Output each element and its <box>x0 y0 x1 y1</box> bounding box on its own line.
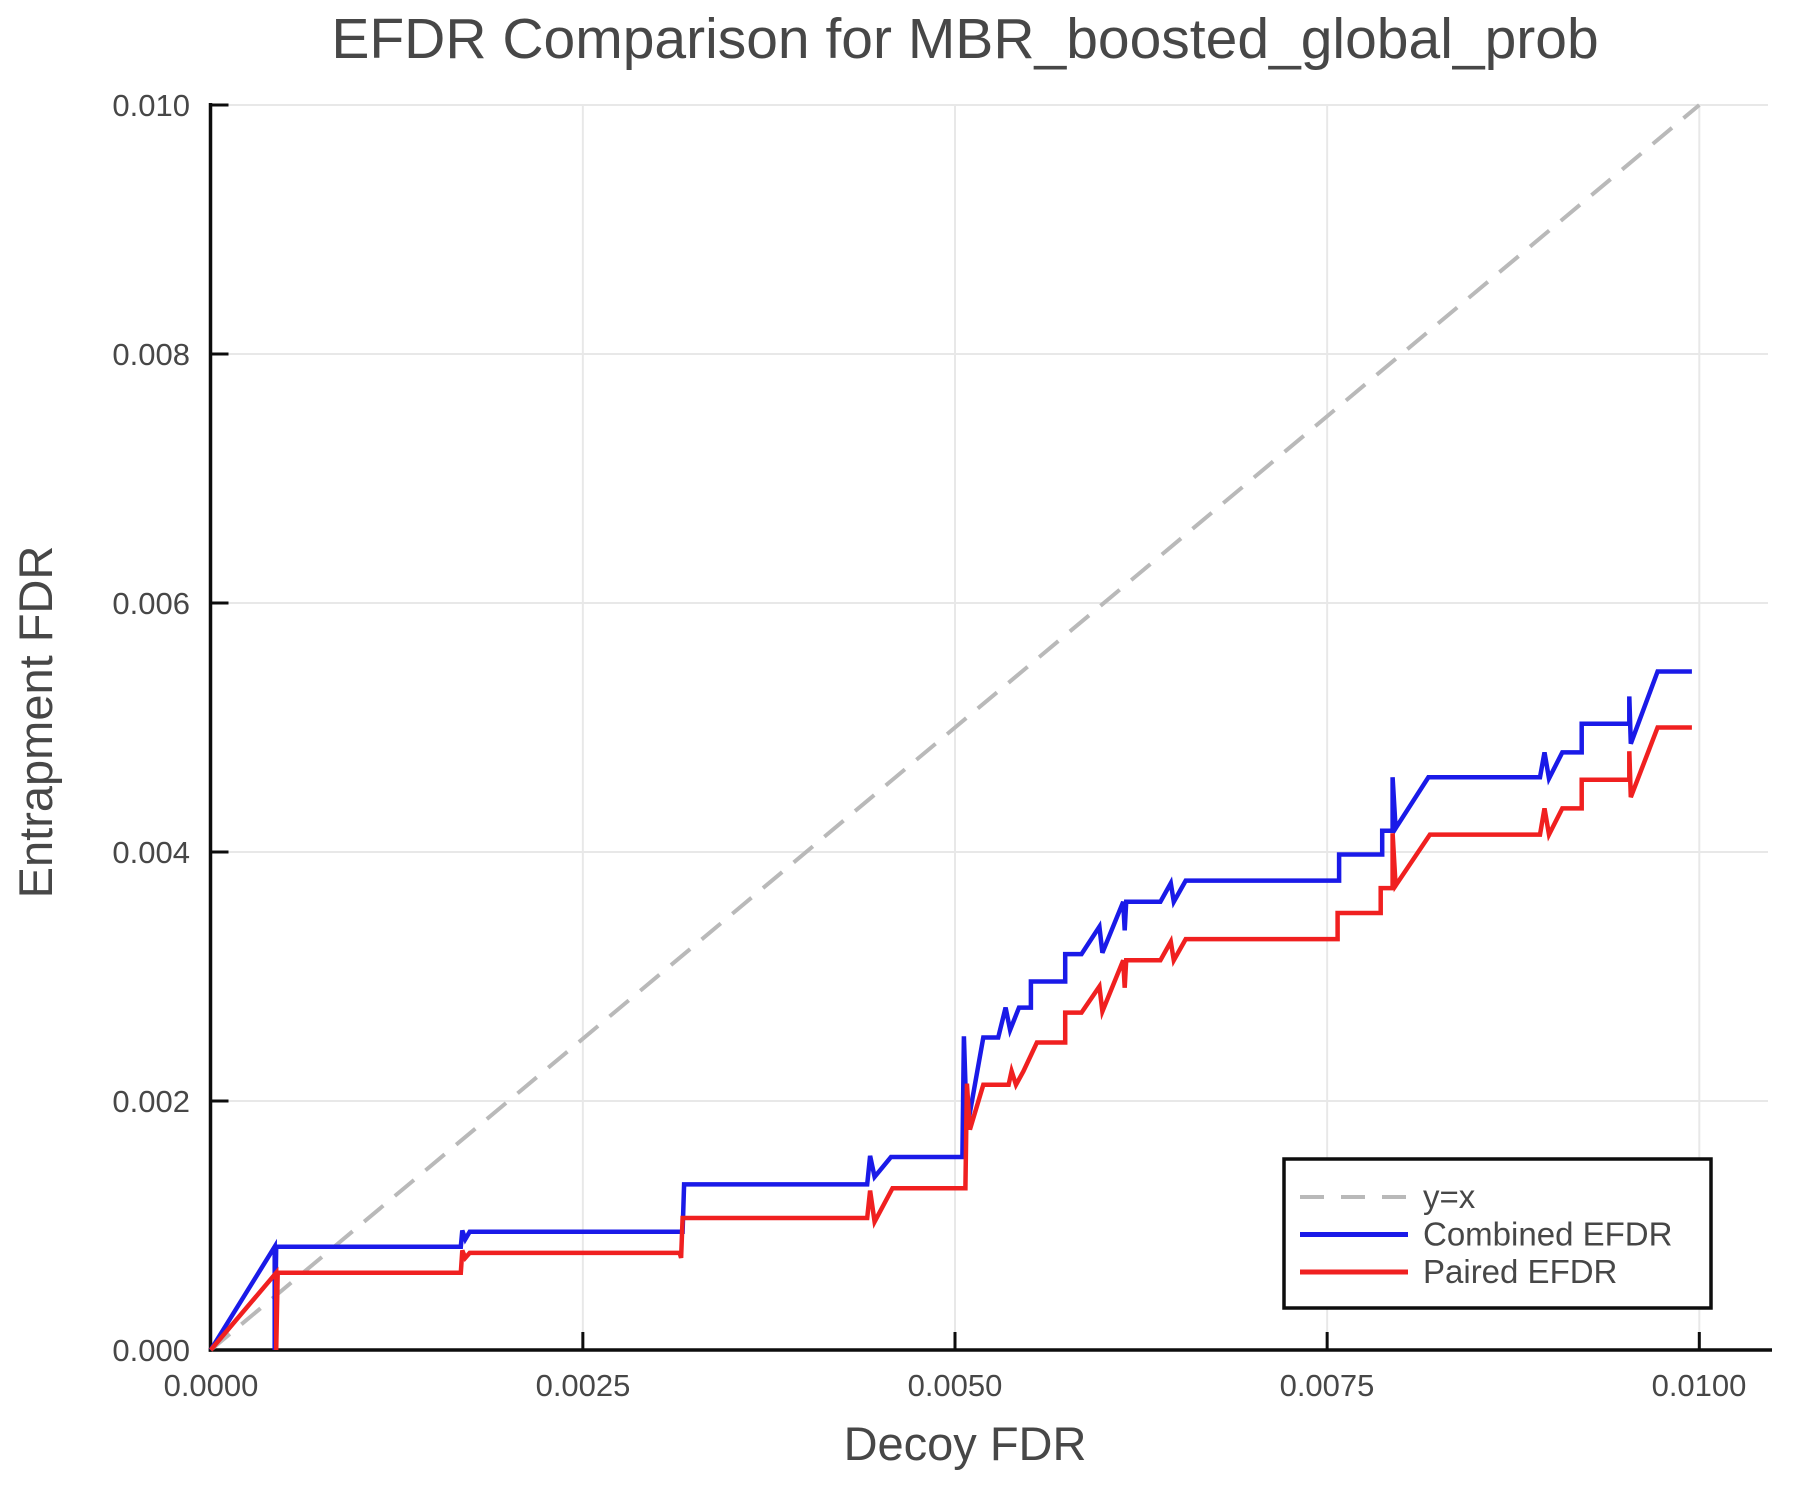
x-tick-label-3: 0.0075 <box>1280 1368 1375 1403</box>
legend-label-identity: y=x <box>1423 1178 1476 1215</box>
grid-layer <box>211 104 1768 1350</box>
x-tick-label-1: 0.0025 <box>536 1368 631 1403</box>
y-tick-label-4: 0.008 <box>112 337 190 372</box>
axis-layer <box>208 103 1772 1352</box>
x-tick-label-2: 0.0050 <box>908 1368 1003 1403</box>
legend: y=x Combined EFDR Paired EFDR <box>1282 1157 1713 1310</box>
chart-title: EFDR Comparison for MBR_boosted_global_p… <box>331 7 1598 71</box>
series-layer <box>208 103 1701 1352</box>
y-tick-label-3: 0.006 <box>112 586 190 621</box>
x-axis-label: Decoy FDR <box>844 1417 1087 1470</box>
x-tick-labels: 0.0000 0.0025 0.0050 0.0075 0.0100 <box>164 1368 1747 1403</box>
x-tick-label-0: 0.0000 <box>164 1368 259 1403</box>
y-tick-labels: 0.000 0.002 0.004 0.006 0.008 0.010 <box>112 88 190 1368</box>
x-tick-label-4: 0.0100 <box>1652 1368 1747 1403</box>
y-tick-label-1: 0.002 <box>112 1084 190 1119</box>
y-axis-label: Entrapment FDR <box>9 546 62 899</box>
y-tick-label-5: 0.010 <box>112 88 190 123</box>
legend-label-combined-efdr: Combined EFDR <box>1423 1216 1672 1253</box>
paired-efdr-line <box>208 725 1692 1352</box>
legend-label-paired-efdr: Paired EFDR <box>1423 1253 1617 1290</box>
y-x-line <box>209 103 1701 1352</box>
combined-efdr-line <box>208 669 1692 1352</box>
y-tick-label-2: 0.004 <box>112 835 190 870</box>
y-tick-label-0: 0.000 <box>112 1333 190 1368</box>
